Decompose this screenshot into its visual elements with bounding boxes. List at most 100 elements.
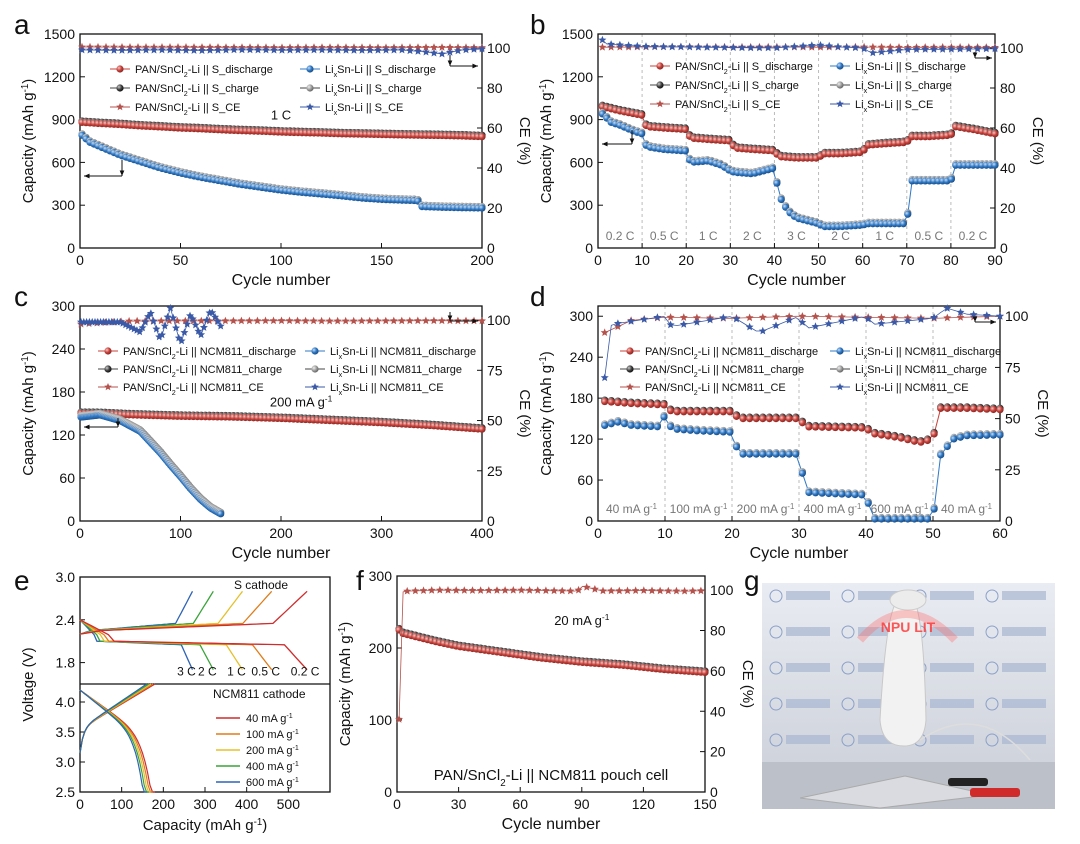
ce-point [208,308,217,317]
x-axis-label: Cycle number [232,545,331,562]
ce-point [374,46,382,54]
ce-point [623,586,632,595]
ce-point [173,316,182,325]
ce-point [692,318,701,326]
ce-point [460,586,469,594]
legend-swatch-dot [311,347,319,355]
ce-point [679,320,688,328]
discharge-point [647,400,655,408]
y2-tick-label: 100 [1000,40,1024,56]
ce-point [213,317,222,325]
ce-point [277,316,286,325]
x-axis-label: Cycle number [232,272,331,289]
ce-point [574,585,583,594]
ce-point [631,586,640,594]
ce-point [206,46,214,54]
ce-point [525,586,534,594]
ce-point [390,45,398,54]
ce-point [197,330,206,339]
ce-point [149,317,158,325]
ce-point [851,43,860,52]
discharge-point [950,435,958,443]
ce-point [688,586,697,595]
panel-c: 0 100 200 300 400 Cycle number 0 60 120 180 240 300… [20,298,534,562]
panel-letter-c: c [14,281,28,312]
y-tick-label: 3.0 [56,754,76,770]
y-tick-label: 0 [585,513,593,529]
ce-point [454,46,462,55]
rate-label: 0.5 C [650,229,679,243]
rate-label: 3 C [787,229,806,243]
discharge-point [666,407,675,415]
ce-point [357,316,366,325]
x-tick-label: 400 [235,796,259,812]
y-axis-label: Capacity (mAh g-1) [20,79,38,204]
black-clip [948,778,988,786]
ce-point [877,47,886,56]
discharge-point [706,408,714,416]
y2-tick-label: 80 [487,80,503,96]
ce-point [772,321,780,329]
watermark-seal-icon [841,625,855,639]
ce-point [333,316,342,325]
discharge-point [910,515,918,523]
legend-entry: PAN/SnCl2-Li || NCM811_charge [123,364,282,379]
discharge-point [983,431,991,439]
ce-point [640,315,649,323]
ce-point [342,46,350,54]
x-tick-label: 30 [451,796,467,812]
ce-point [973,44,982,53]
watermark-calligraphy [786,663,830,672]
legend-entry: LixSn-Li || NCM811_CE [855,382,969,397]
discharge-point [976,431,984,440]
rate-label: 40 mA g-1 [606,502,657,517]
ce-point [982,44,991,53]
discharge-point [681,147,689,155]
ce-point [478,316,486,325]
ce-point [501,586,510,594]
ce-point [141,318,150,326]
x-tick-label: 0 [594,252,602,268]
ce-point [696,586,705,595]
discharge-point [693,427,701,435]
discharge-point [950,404,958,412]
discharge-point [765,450,774,458]
ce-point [509,586,518,594]
x-tick-label: 100 [269,252,293,268]
discharge-point [778,415,787,423]
discharge-point [937,404,945,412]
watermark-calligraphy [930,663,974,672]
discharge-point [947,175,955,183]
x-tick-label: 80 [943,252,959,268]
discharge-point [627,421,635,429]
y2-tick-label: 20 [710,744,726,760]
ce-point [413,316,422,325]
discharge-point [647,422,655,431]
ce-point [947,45,956,53]
legend-entry: PAN/SnCl2-Li || S_discharge [135,64,273,79]
ce-point [692,313,701,322]
ce-point [517,586,526,594]
x-tick-label: 200 [152,796,176,812]
discharge-point [640,422,648,430]
ce-point [405,316,414,325]
ce-point [860,44,869,53]
discharge-point [680,408,688,416]
legend-swatch-star [626,383,634,391]
discharge-point [844,490,853,498]
ce-point [720,43,729,51]
legend-swatch-dot [626,347,634,355]
ce-point [110,46,118,54]
y-axis-label: Capacity (mAh g-1) [538,351,556,476]
x-tick-label: 300 [193,796,217,812]
arrow-a-left-tip-head [84,173,90,179]
legend-entry: PAN/SnCl2-Li || S_charge [675,80,799,95]
watermark-seal-icon [985,625,999,639]
discharge-point [890,515,899,523]
discharge-point [620,399,629,407]
ce-point [607,43,616,51]
ce-point [930,313,939,321]
y2-axis-label: CE (%) [1029,117,1046,165]
discharge-point [970,431,978,440]
x-tick-label: 100 [169,525,193,541]
